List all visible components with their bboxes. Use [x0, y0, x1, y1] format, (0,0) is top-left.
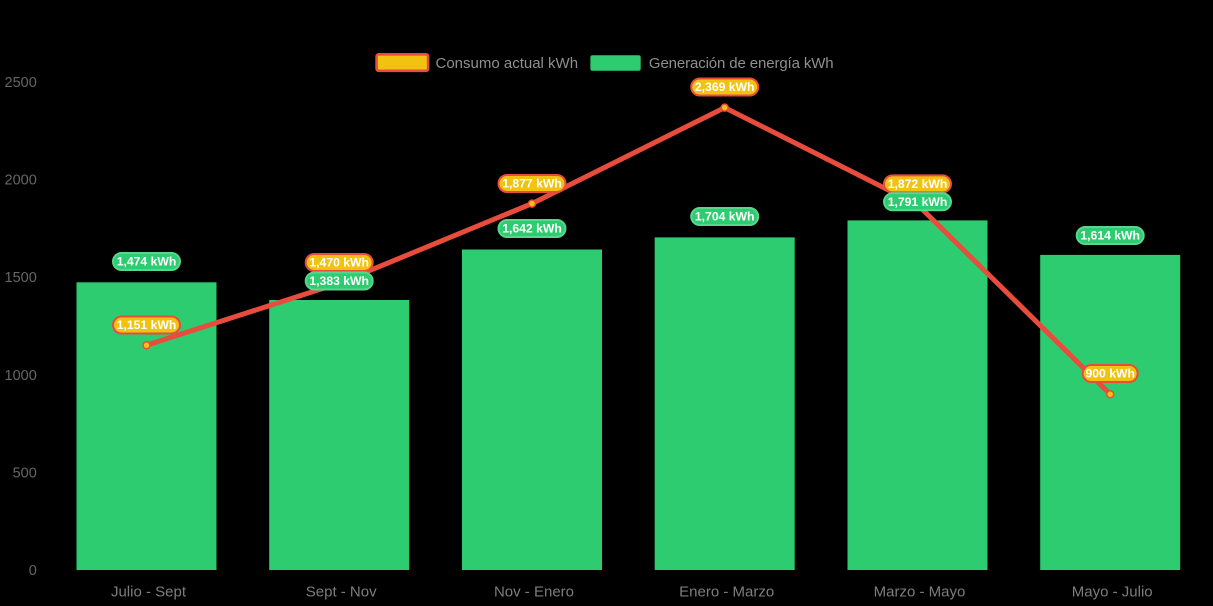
svg-text:1,474 kWh: 1,474 kWh — [117, 255, 177, 269]
svg-text:Enero - Marzo: Enero - Marzo — [679, 584, 774, 601]
svg-text:1,791 kWh: 1,791 kWh — [888, 195, 948, 209]
svg-text:Sept - Nov: Sept - Nov — [306, 584, 377, 601]
svg-text:1,872 kWh: 1,872 kWh — [888, 177, 948, 191]
svg-text:Julio - Sept: Julio - Sept — [111, 584, 187, 601]
svg-text:1,383 kWh: 1,383 kWh — [309, 274, 369, 288]
svg-text:1000: 1000 — [5, 368, 37, 384]
svg-text:Mayo - Julio: Mayo - Julio — [1072, 584, 1153, 601]
svg-text:Marzo - Mayo: Marzo - Mayo — [874, 584, 966, 601]
svg-text:1,151 kWh: 1,151 kWh — [117, 318, 177, 332]
svg-text:2000: 2000 — [5, 173, 37, 189]
svg-text:900 kWh: 900 kWh — [1085, 367, 1134, 381]
svg-text:500: 500 — [13, 465, 37, 481]
svg-text:1,470 kWh: 1,470 kWh — [309, 256, 369, 270]
svg-text:1500: 1500 — [5, 270, 37, 286]
svg-text:2500: 2500 — [5, 75, 37, 91]
svg-text:Consumo actual kWh: Consumo actual kWh — [436, 55, 579, 72]
svg-text:Generación de energía kWh: Generación de energía kWh — [649, 55, 834, 72]
svg-text:1,642 kWh: 1,642 kWh — [502, 222, 562, 236]
svg-text:2,369 kWh: 2,369 kWh — [695, 80, 755, 94]
svg-text:Nov - Enero: Nov - Enero — [494, 584, 574, 601]
svg-text:1,877 kWh: 1,877 kWh — [502, 177, 562, 191]
svg-text:0: 0 — [29, 563, 37, 579]
svg-text:1,614 kWh: 1,614 kWh — [1080, 229, 1140, 243]
svg-text:1,704 kWh: 1,704 kWh — [695, 210, 755, 224]
